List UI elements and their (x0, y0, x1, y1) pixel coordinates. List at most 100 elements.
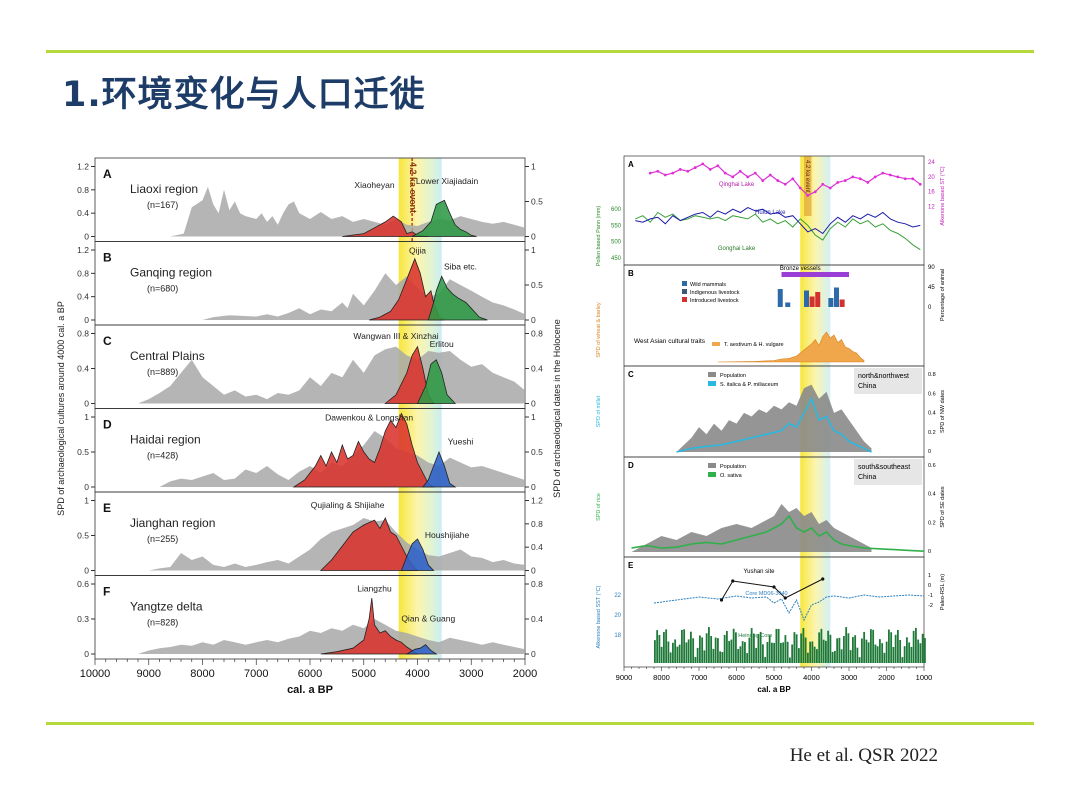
heinong-bar (836, 638, 839, 663)
x-tick-label: 7000 (244, 668, 268, 680)
series-label: Gonghai Lake (718, 246, 756, 252)
right-tick-label: 0.4 (531, 364, 543, 374)
heinong-bar (764, 657, 767, 663)
heinong-bar (685, 642, 688, 663)
culture-label: Xiaoheyan (354, 180, 394, 190)
right-tick-label: -2 (928, 603, 933, 609)
legend-swatch (682, 289, 687, 294)
point-yushan (731, 579, 735, 583)
point-qinghai (723, 171, 727, 175)
culture-label: Qian & Guang (401, 614, 455, 624)
point-qinghai (776, 179, 780, 182)
heinong-bar (710, 636, 713, 663)
heinong-bar (804, 637, 807, 663)
event-marker (804, 156, 812, 216)
heinong-bar (694, 657, 697, 663)
region-label: China (858, 474, 876, 481)
right-axis-label: SPD of SE dates (940, 486, 946, 528)
culture-label: Qujialing & Shijiahe (311, 500, 385, 510)
panel-letter-A: A (103, 167, 112, 181)
x-tick-label: 9000 (616, 673, 633, 682)
heinong-bar (894, 634, 897, 663)
right-tick-label: 0.4 (531, 542, 543, 552)
legend-label: Indigenous livestock (690, 290, 740, 296)
culture-label: Siba etc. (444, 262, 477, 272)
heinong-bar (705, 633, 708, 663)
heinong-bar (789, 657, 791, 663)
heinong-bar (798, 648, 800, 663)
heinong-bar (847, 633, 850, 663)
heinong-bar (811, 641, 814, 663)
left-tick-label: 0.4 (77, 364, 89, 374)
area-A-culture_b (411, 199, 477, 237)
right-figure: 4.2 ka event A Qinghai Lake Hulun Lake Gongh… (596, 155, 946, 694)
heinong-bar (845, 627, 848, 663)
heinong-bar (696, 647, 699, 663)
legend-label: S. italica & P. miliaceum (720, 382, 779, 388)
point-qinghai (836, 181, 840, 184)
panel-frame-B (623, 264, 925, 367)
heinong-bar (827, 630, 830, 663)
heinong-bar (741, 641, 744, 663)
x-tick-label: 1000 (916, 673, 933, 682)
point-qinghai (693, 166, 697, 169)
point-qinghai (671, 171, 675, 175)
heinong-bar (865, 639, 868, 663)
region-name: Ganqing region (130, 266, 212, 280)
heinong-bar (773, 642, 776, 663)
right-tick-label: 0 (531, 649, 536, 659)
panel-letter-B: B (628, 269, 634, 278)
heinong-bar (843, 636, 845, 663)
heinong-bar (762, 644, 764, 663)
right-tick-label: 0.6 (928, 391, 936, 397)
heinong-bar (732, 628, 735, 663)
heinong-bar (840, 649, 843, 663)
area-population-C (676, 384, 872, 452)
heinong-bar (854, 635, 857, 663)
point-qinghai (648, 171, 652, 175)
region-count: (n=428) (147, 451, 178, 461)
heinong-bar (786, 641, 789, 663)
right-tick-label: 0.4 (928, 492, 936, 498)
right-tick-label: 1 (531, 162, 536, 172)
heinong-bar (676, 646, 679, 663)
heinong-bar (672, 642, 674, 663)
heinong-bar (876, 646, 879, 663)
left-tick-label: 0.5 (77, 447, 89, 457)
heinong-bar (852, 637, 854, 663)
left-tick-label: 600 (611, 207, 622, 213)
right-tick-label: 12 (928, 205, 935, 211)
heinong-bar (890, 632, 893, 663)
right-tick-label: 0.5 (531, 280, 543, 290)
x-tick-label: 5000 (352, 668, 376, 680)
left-axis-label: Pollen based Pann (mm) (596, 206, 602, 267)
panel-letter-C: C (628, 370, 634, 379)
heinong-bar (822, 639, 825, 663)
x-tick-label: 4000 (803, 673, 820, 682)
right-tick-label: 20 (928, 175, 935, 181)
heinong-bar (759, 631, 762, 663)
x-tick-label: 2000 (878, 673, 895, 682)
heinong-bar (885, 641, 888, 663)
heinong-bar (703, 650, 706, 663)
heinong-bar (809, 641, 812, 663)
bottom-rule (46, 722, 1034, 725)
left-tick-label: 0 (84, 399, 89, 409)
right-tick-label: 0.4 (928, 411, 936, 417)
heinong-bar (897, 629, 899, 663)
region-name: Haidai region (130, 433, 201, 447)
point-qinghai (761, 179, 765, 182)
area-wheat (717, 331, 865, 363)
left-tick-label: 20 (614, 613, 621, 619)
citation: He et al. QSR 2022 (789, 745, 938, 766)
series-label: Qinghai Lake (719, 182, 755, 188)
line-d-crop (631, 514, 925, 552)
left-tick-label: 1.2 (77, 245, 89, 255)
heinong-bar (719, 651, 722, 663)
heinong-bar (919, 643, 922, 663)
right-tick-label: 0.8 (531, 579, 543, 589)
heinong-bar (793, 632, 796, 663)
heinong-bar (861, 638, 863, 663)
legend-label: Wild mammals (690, 282, 726, 288)
heinong-bar (737, 649, 740, 663)
